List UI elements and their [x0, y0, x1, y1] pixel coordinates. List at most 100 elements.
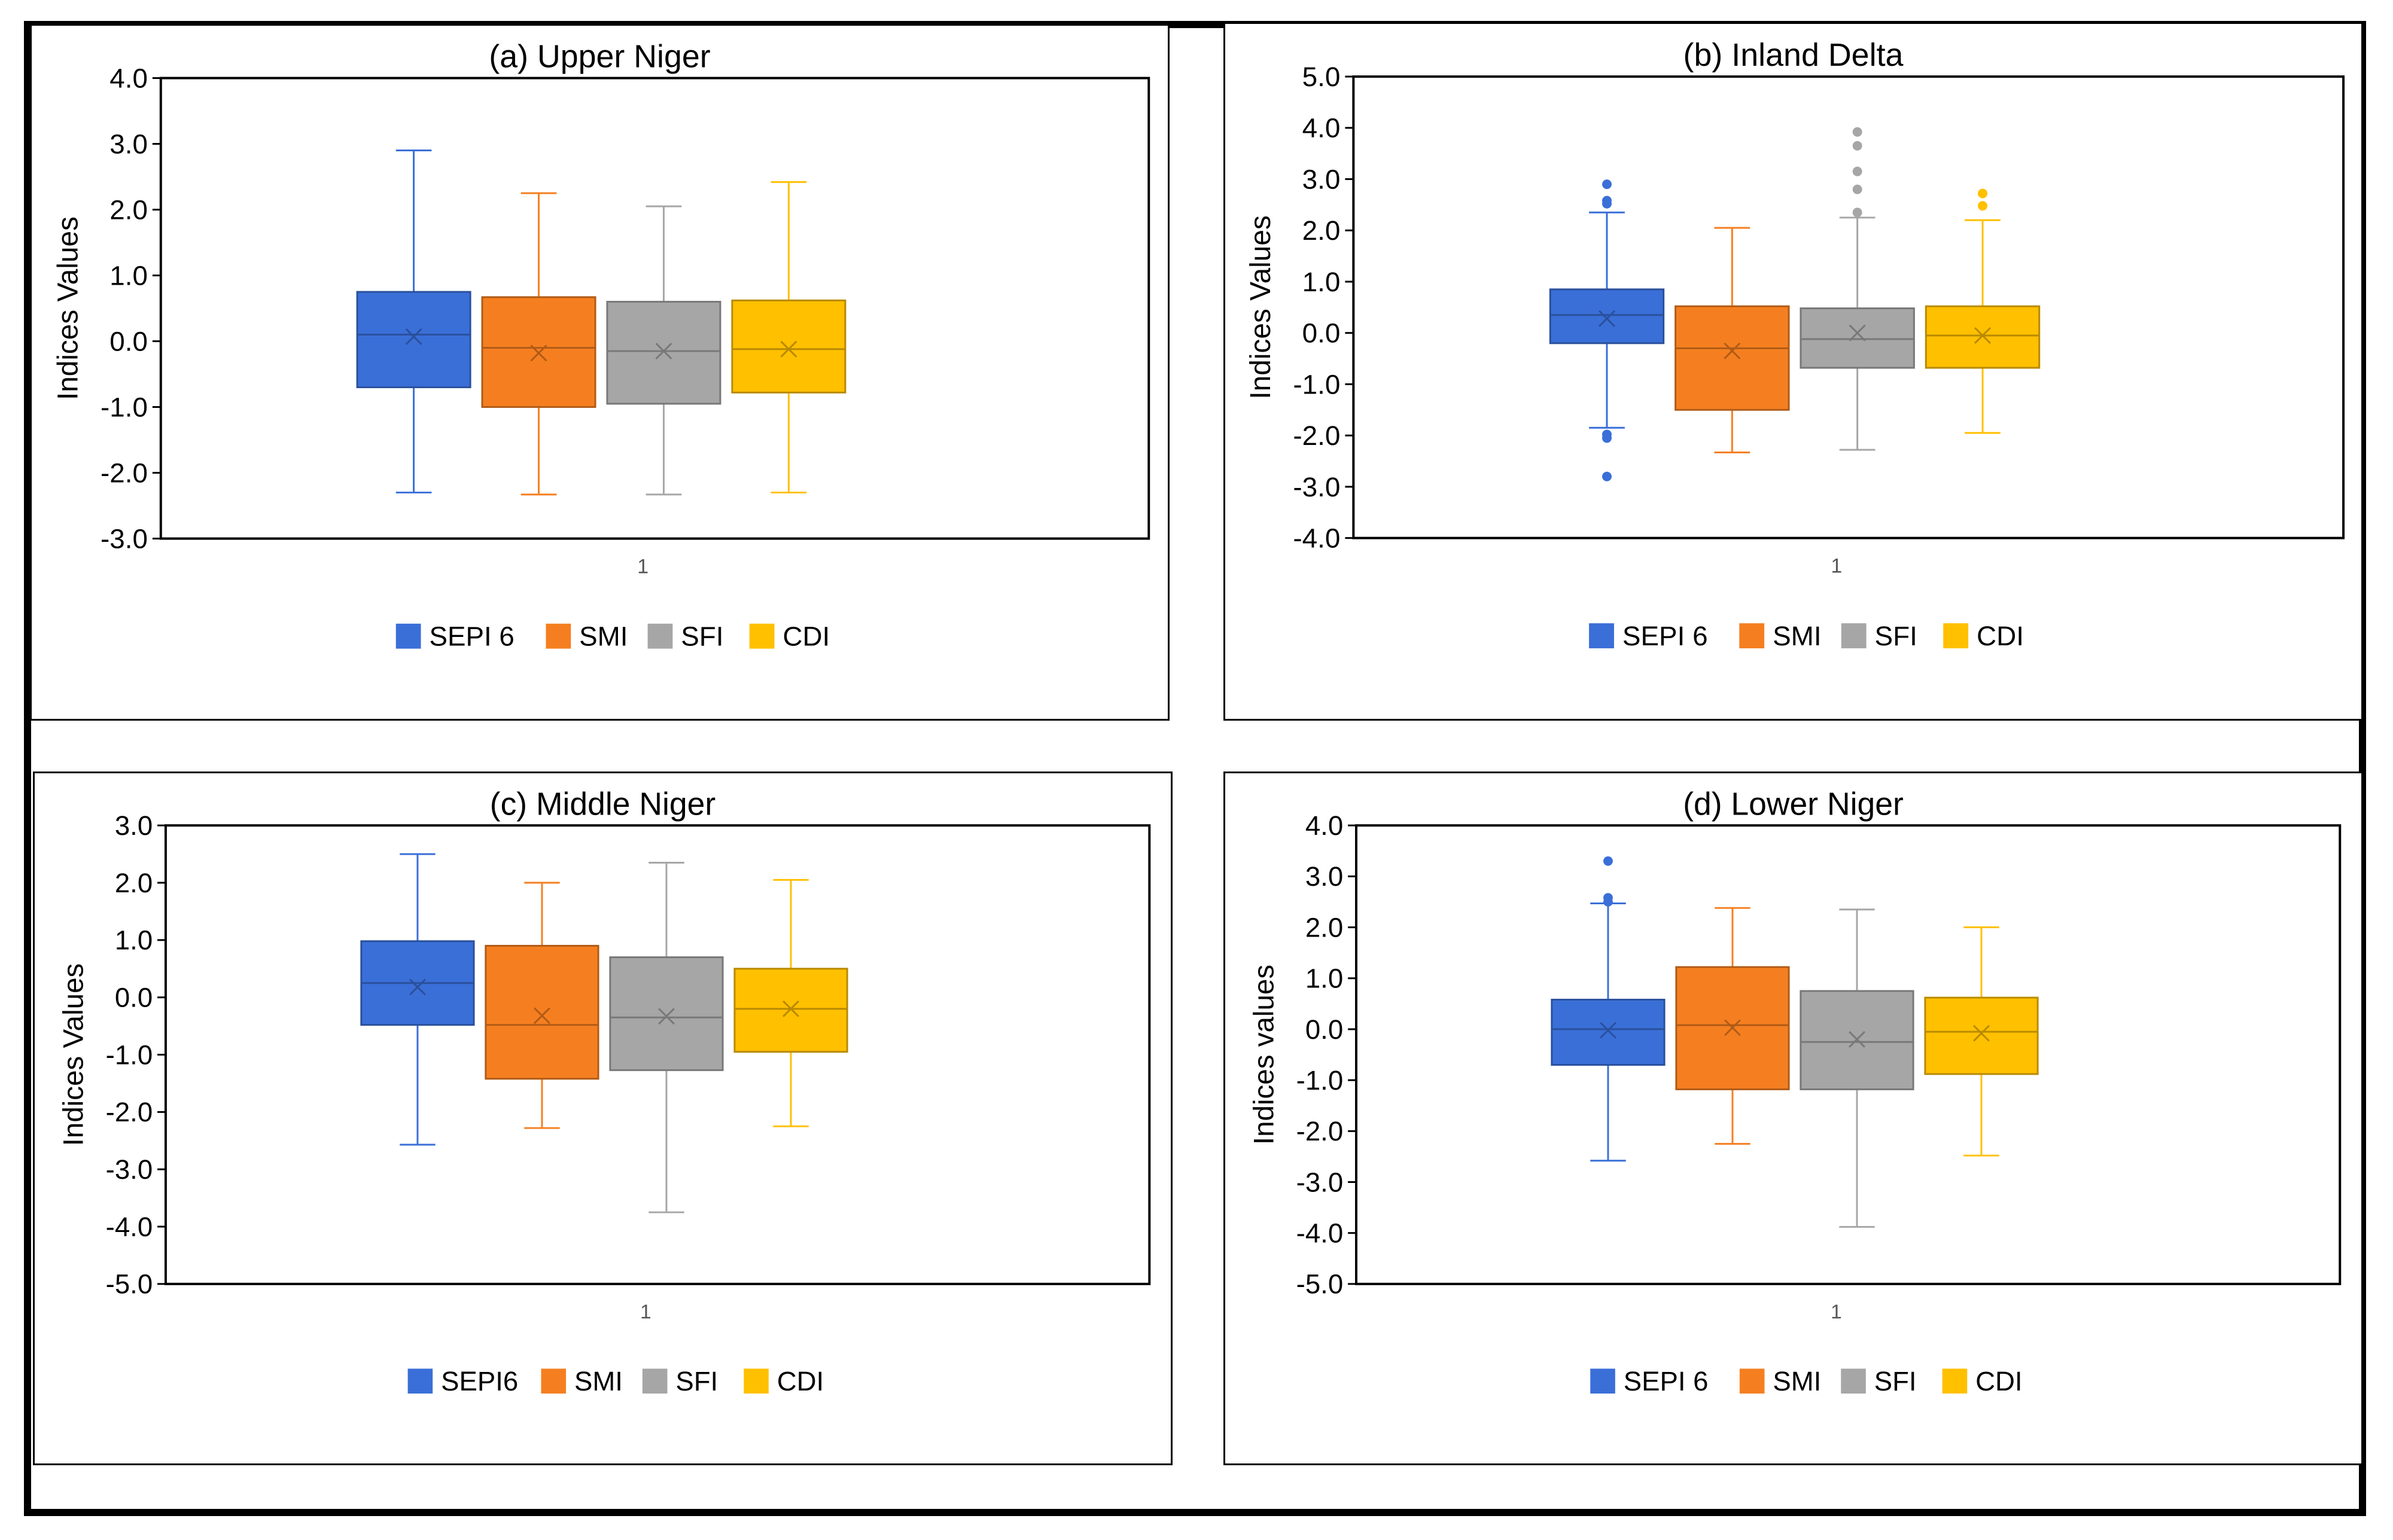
- y-tick-label: 0.0: [1305, 1014, 1343, 1045]
- chart-title: (d) Lower Niger: [1683, 786, 1904, 822]
- iqr-box: [1800, 307, 1915, 369]
- mean-marker: [1849, 324, 1866, 341]
- iqr-box: [733, 968, 848, 1053]
- mean-marker: [405, 328, 422, 345]
- legend-swatch: [395, 623, 421, 649]
- legend-swatch: [1943, 623, 1969, 649]
- iqr-box: [731, 299, 847, 394]
- y-tick-label: 3.0: [1302, 163, 1341, 194]
- mean-marker: [409, 978, 426, 996]
- y-tick-label: -1.0: [1293, 368, 1340, 400]
- box-smi: [481, 192, 596, 496]
- mean-marker: [1598, 310, 1616, 327]
- legend-label: SEPI6: [441, 1366, 518, 1396]
- boxplot-upper-niger: (a) Upper Niger 4.0 3.0 2.0 1.0 0.0 -1.0 -2.0 -3…: [53, 39, 1150, 652]
- y-tick-label: -2.0: [106, 1097, 153, 1127]
- y-tick-label: -4.0: [1296, 1218, 1343, 1249]
- chart-title: (a) Upper Niger: [489, 39, 710, 75]
- outlier-point: [1852, 208, 1862, 218]
- iqr-box: [606, 301, 721, 405]
- box-cdi: [731, 181, 847, 494]
- iqr-box: [609, 956, 724, 1071]
- y-tick-label: 4.0: [1302, 112, 1341, 144]
- box-cdi: [1924, 926, 2039, 1157]
- box-sfi: [1800, 908, 1914, 1228]
- y-tick-label: -2.0: [101, 458, 148, 488]
- x-category-label: 1: [637, 555, 649, 578]
- mean-marker: [1724, 1019, 1741, 1036]
- outlier-point: [1852, 166, 1862, 176]
- iqr-box: [1675, 305, 1790, 411]
- y-axis-label: Indices Values: [53, 216, 84, 400]
- box-smi: [485, 882, 599, 1129]
- boxplot-inland-delta: (b) Inland Delta 5.0 4.0 3.0 2.0 1.0 0.0 -1.0 -2…: [1245, 37, 2345, 651]
- legend-swatch: [642, 1368, 668, 1394]
- outlier-point: [1978, 188, 1987, 199]
- y-tick-label: -2.0: [1296, 1116, 1343, 1146]
- y-tick-label: 1.0: [115, 925, 153, 956]
- mean-marker: [658, 1008, 675, 1025]
- legend-swatch: [1590, 1368, 1615, 1394]
- y-tick-label: 1.0: [109, 260, 148, 291]
- legend-swatch: [647, 623, 673, 649]
- y-tick-label: -3.0: [106, 1154, 153, 1185]
- box-sepi6: [356, 150, 471, 494]
- mean-marker: [534, 1007, 550, 1024]
- legend-swatch: [1739, 623, 1765, 649]
- legend-label: SMI: [579, 621, 628, 652]
- y-tick-label: -1.0: [106, 1039, 153, 1070]
- outlier-point: [1603, 897, 1613, 907]
- y-tick-label: 0.0: [1302, 318, 1341, 349]
- legend-swatch: [541, 1368, 567, 1394]
- box-sepi6: [360, 853, 475, 1146]
- y-tick-label: -4.0: [106, 1212, 153, 1242]
- legend-label: SMI: [1773, 1366, 1821, 1396]
- panel-inland-delta: (b) Inland Delta 5.0 4.0 3.0 2.0 1.0 0.0 -1.0 -2…: [1223, 24, 2363, 721]
- x-category-label: 1: [1831, 1301, 1842, 1323]
- mean-marker: [530, 344, 547, 362]
- legend-label: SFI: [675, 1366, 718, 1396]
- outlier-point: [1852, 184, 1862, 194]
- mean-marker: [780, 340, 797, 358]
- y-tick-label: 5.0: [1302, 61, 1341, 92]
- legend-swatch: [1739, 1368, 1765, 1394]
- y-tick-label: -1.0: [1296, 1065, 1343, 1096]
- box-cdi: [1925, 188, 2041, 434]
- y-tick-label: -3.0: [1296, 1167, 1343, 1197]
- panel-middle-niger: (c) Middle Niger 3.0 2.0 1.0 0.0 -1.0 -2.0 -3.0…: [33, 771, 1173, 1465]
- boxplot-lower-niger: (d) Lower Niger 4.0 3.0 2.0 1.0 0.0 -1.0 -2.0 -3…: [1248, 786, 2342, 1396]
- x-category-label: 1: [1831, 554, 1842, 577]
- y-tick-label: -4.0: [1293, 523, 1340, 554]
- box-sfi: [1800, 127, 1915, 451]
- y-tick-label: 3.0: [115, 810, 153, 841]
- outlier-point: [1602, 471, 1612, 481]
- legend-label: SFI: [1875, 620, 1917, 651]
- panel-upper-niger: (a) Upper Niger 4.0 3.0 2.0 1.0 0.0 -1.0 -2.0 -3…: [30, 24, 1170, 721]
- outlier-point: [1602, 179, 1612, 190]
- y-tick-label: 2.0: [109, 194, 148, 225]
- y-tick-label: -2.0: [1293, 420, 1340, 451]
- y-tick-label: 2.0: [115, 868, 153, 898]
- y-tick-label: 2.0: [1302, 215, 1341, 246]
- legend-label: SMI: [1773, 620, 1822, 651]
- outlier-point: [1978, 201, 1987, 211]
- legend-label: CDI: [783, 621, 830, 652]
- legend-label: CDI: [777, 1366, 824, 1396]
- box-smi: [1675, 907, 1790, 1145]
- iqr-box: [485, 944, 599, 1080]
- outlier-point: [1852, 127, 1862, 137]
- legend-label: SFI: [1874, 1366, 1917, 1396]
- y-axis-label: Indices Values: [1245, 215, 1277, 400]
- y-tick-label: -1.0: [101, 392, 148, 422]
- iqr-box: [1925, 305, 2041, 369]
- chart-title: (b) Inland Delta: [1683, 37, 1904, 73]
- mean-marker: [783, 1000, 799, 1017]
- legend-label: SMI: [574, 1366, 623, 1396]
- y-tick-label: 1.0: [1302, 266, 1341, 297]
- box-cdi: [733, 879, 848, 1127]
- legend-swatch: [407, 1368, 433, 1394]
- y-tick-label: 2.0: [1305, 912, 1343, 943]
- outlier-point: [1852, 141, 1862, 151]
- box-sepi6: [1549, 179, 1665, 481]
- y-tick-label: 3.0: [109, 129, 148, 159]
